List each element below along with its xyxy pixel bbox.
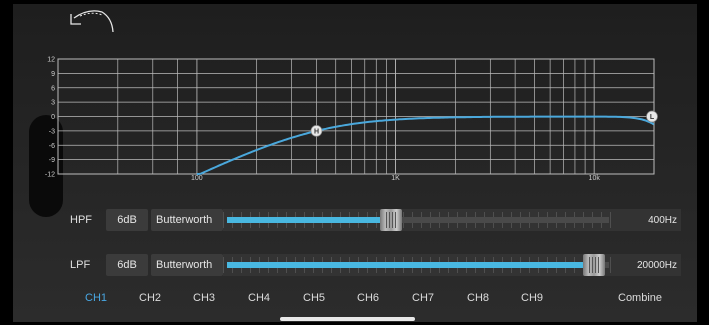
- undo-arrow-icon: [70, 10, 114, 33]
- side-handle: [29, 115, 63, 217]
- back-button[interactable]: [60, 6, 118, 40]
- hpf-slider-track: [227, 217, 609, 223]
- lpf-frequency-slider[interactable]: [223, 254, 613, 276]
- tab-ch5[interactable]: CH5: [303, 292, 326, 304]
- channel-tabs: CH1 CH2 CH3 CH4 CH5 CH6 CH7 CH8 CH9 Comb…: [0, 292, 709, 306]
- combine-button[interactable]: Combine: [618, 292, 663, 304]
- tab-ch7[interactable]: CH7: [412, 292, 435, 304]
- hpf-row: HPF 6dB Butterworth 400Hz: [70, 208, 681, 232]
- lpf-row: LPF 6dB Butterworth 20000Hz: [70, 253, 681, 277]
- hpf-frequency-value: 400Hz: [613, 209, 681, 231]
- tab-ch9[interactable]: CH9: [521, 292, 544, 304]
- lpf-type-button[interactable]: Butterworth: [151, 254, 223, 276]
- lpf-slider-thumb[interactable]: [582, 254, 605, 276]
- tab-ch1[interactable]: CH1: [85, 292, 108, 304]
- tab-ch2[interactable]: CH2: [139, 292, 162, 304]
- tab-ch4[interactable]: CH4: [248, 292, 271, 304]
- lpf-frequency-value: 20000Hz: [613, 254, 681, 276]
- hpf-frequency-slider[interactable]: [223, 209, 613, 231]
- lpf-slope-button[interactable]: 6dB: [106, 254, 148, 276]
- lpf-slider-fill: [227, 262, 594, 268]
- hpf-type-button[interactable]: Butterworth: [151, 209, 223, 231]
- hpf-label: HPF: [70, 214, 92, 226]
- tab-ch6[interactable]: CH6: [357, 292, 380, 304]
- hpf-slider-fill: [227, 217, 392, 223]
- tab-ch8[interactable]: CH8: [467, 292, 490, 304]
- tab-ch3[interactable]: CH3: [193, 292, 216, 304]
- hpf-slider-thumb[interactable]: [380, 209, 403, 231]
- hpf-slope-button[interactable]: 6dB: [106, 209, 148, 231]
- home-indicator: [280, 317, 415, 321]
- lpf-label: LPF: [70, 259, 91, 271]
